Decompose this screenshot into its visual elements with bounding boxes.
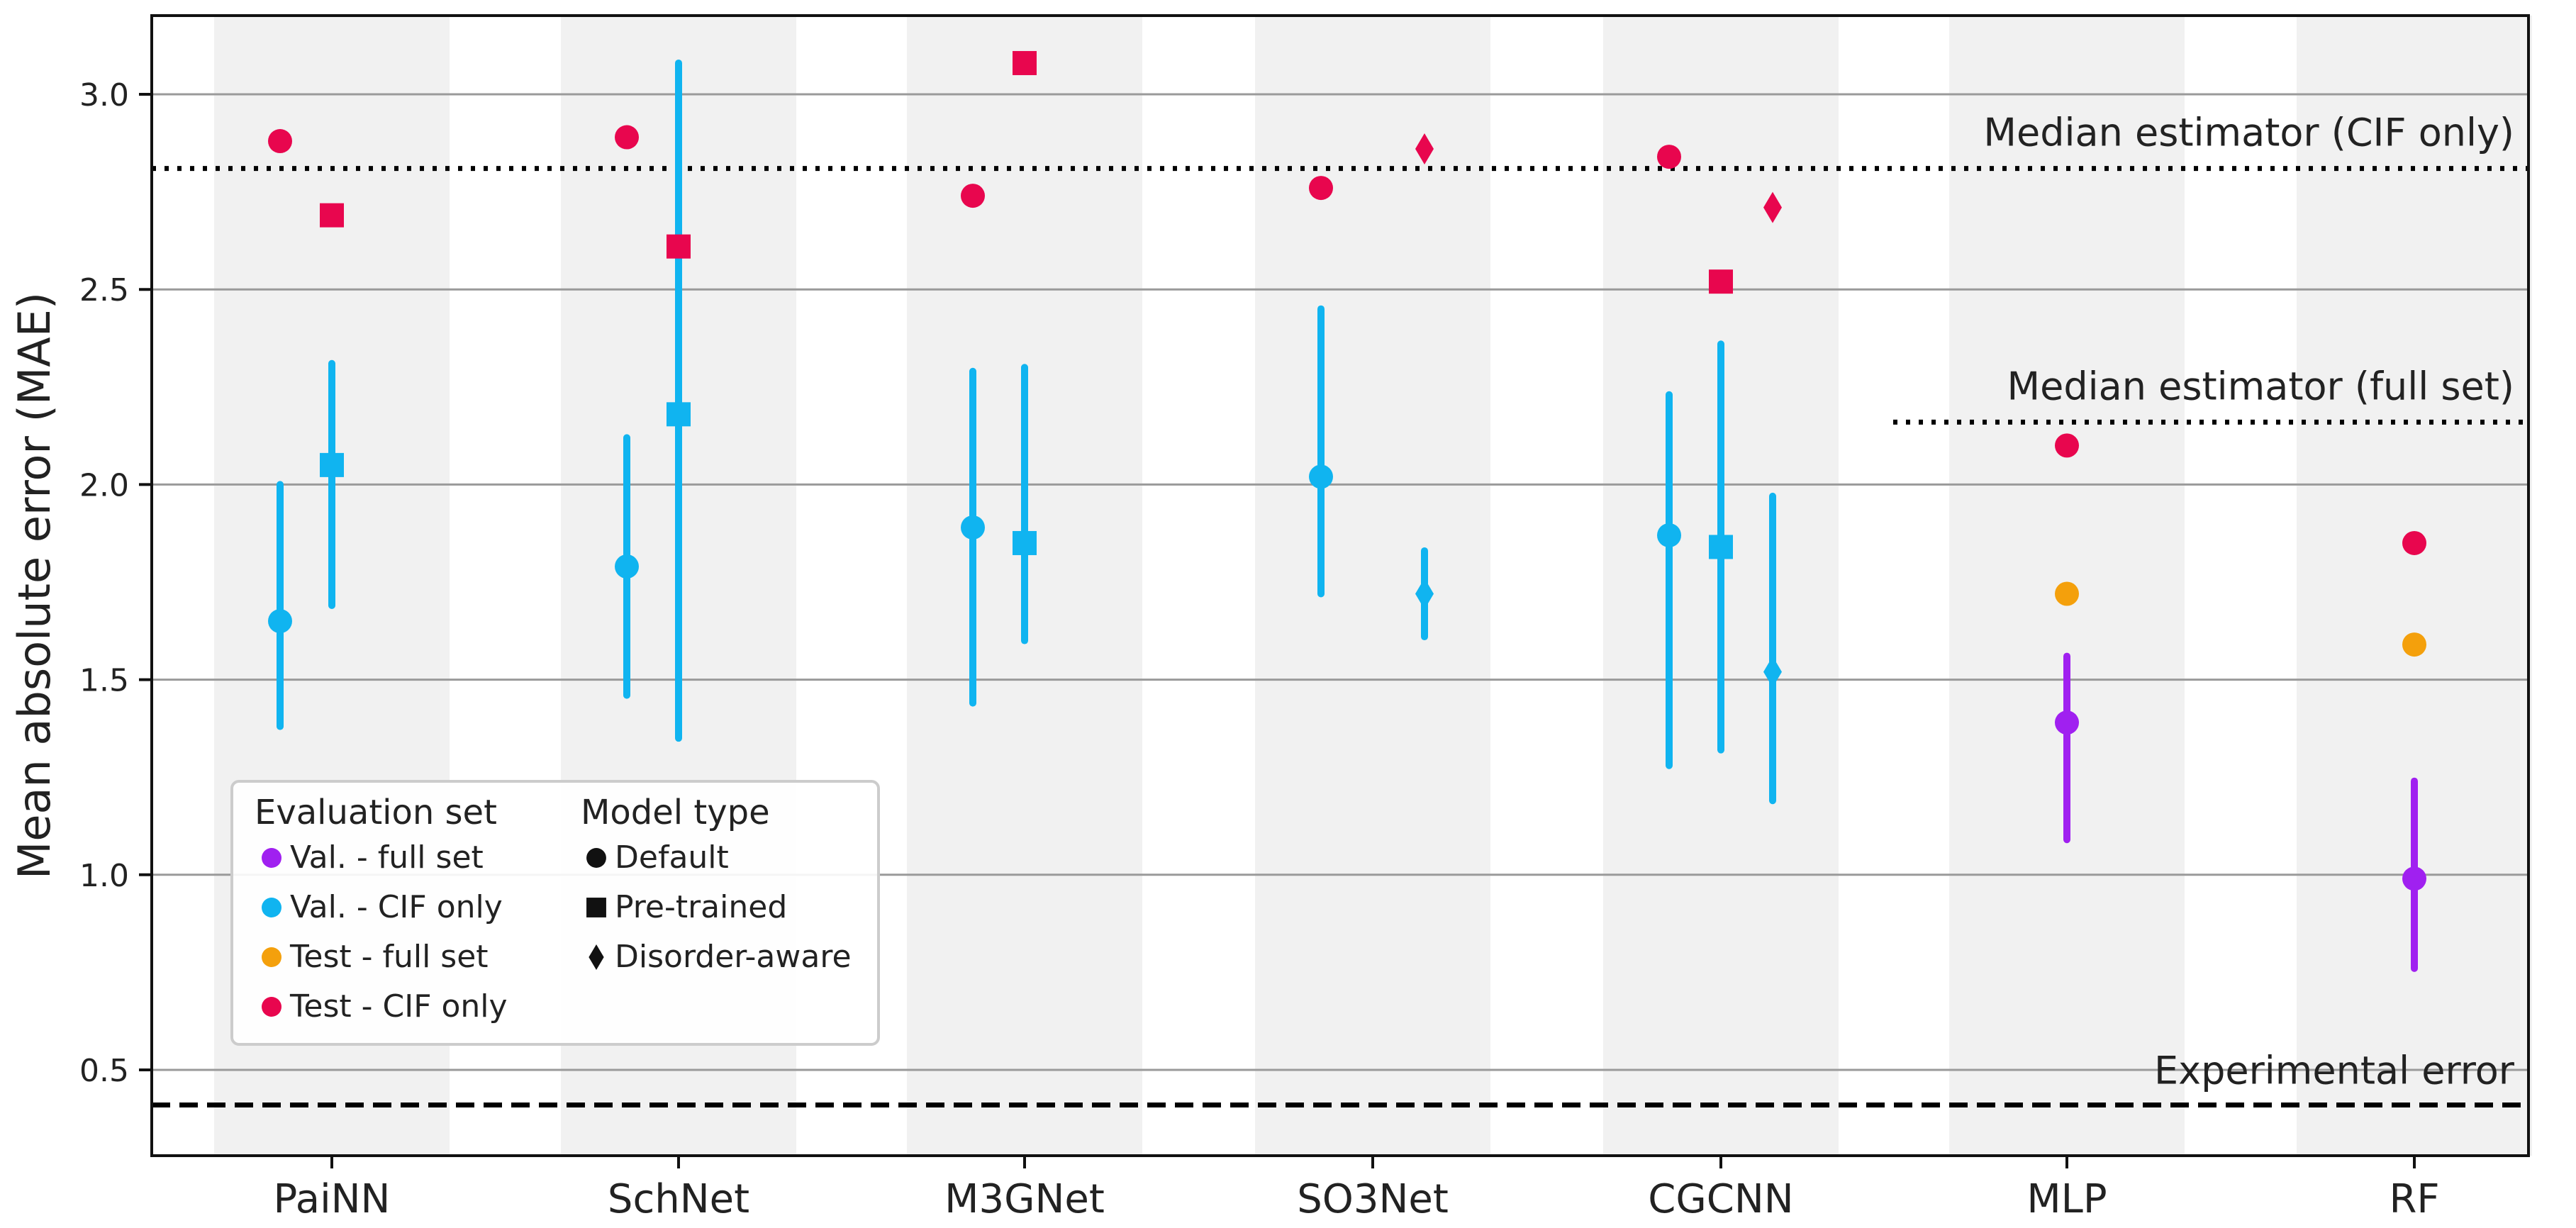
data-points [268, 50, 2426, 891]
legend-swatch-test-full-set [262, 947, 281, 967]
y-axis: 0.5 1.0 1.5 2.0 2.5 3.0 [79, 77, 152, 1089]
x-tick-label-painn: PaiNN [274, 1176, 391, 1222]
point-painn-pre-trained-val-cif-only [320, 452, 344, 477]
category-band-rf [2297, 16, 2532, 1156]
point-painn-pre-trained-test-cif-only [320, 203, 344, 228]
point-mlp-default-test-full-set [2055, 581, 2079, 606]
point-so3net-disorder-aware-val-cif-only [1415, 578, 1434, 610]
point-so3net-default-val-cif-only [1309, 464, 1333, 489]
point-m3gnet-pre-trained-test-cif-only [1013, 50, 1037, 75]
point-schnet-pre-trained-test-cif-only [667, 234, 691, 259]
legend-marker-disorder-aware [589, 944, 604, 971]
point-m3gnet-default-test-cif-only [961, 184, 985, 208]
point-m3gnet-default-val-cif-only [961, 515, 985, 540]
plot-frame [150, 14, 2530, 1157]
point-rf-default-val-full-set [2402, 866, 2426, 891]
y-tick-label: 1.0 [79, 858, 129, 894]
point-rf-default-test-full-set [2402, 632, 2426, 657]
y-tick-label: 0.5 [79, 1053, 129, 1089]
legend-title-model-type: Model type [581, 793, 770, 832]
legend-label-val-full-set: Val. - full set [290, 839, 484, 876]
point-cgcnn-disorder-aware-val-cif-only [1763, 656, 1782, 688]
x-tick-label-rf: RF [2389, 1176, 2439, 1222]
y-tick-label: 3.0 [79, 77, 129, 113]
point-painn-default-test-cif-only [268, 129, 292, 154]
grid-lines [152, 93, 2528, 1071]
legend-swatch-val-cif-only [262, 898, 281, 917]
point-cgcnn-pre-trained-val-cif-only [1709, 535, 1733, 559]
point-schnet-default-val-cif-only [615, 554, 639, 579]
reference-label-experimental-error: Experimental error [2154, 1049, 2515, 1093]
legend-box [230, 780, 880, 1046]
y-axis-label: Mean absolute error (MAE) [9, 292, 60, 879]
legend-label-default: Default [615, 839, 729, 876]
legend-label-pre-trained: Pre-trained [615, 889, 787, 925]
x-tick-label-m3gnet: M3GNet [944, 1176, 1105, 1222]
legend-label-val-cif-only: Val. - CIF only [290, 889, 503, 925]
point-cgcnn-default-val-cif-only [1657, 523, 1681, 547]
x-tick-label-cgcnn: CGCNN [1648, 1176, 1793, 1222]
reference-lines: Median estimator (CIF only) Median estima… [152, 111, 2528, 1108]
y-tick-label: 2.0 [79, 467, 129, 503]
reference-label-median-estimator-cif-only: Median estimator (CIF only) [1983, 111, 2514, 155]
point-schnet-pre-trained-val-cif-only [667, 402, 691, 427]
x-axis: PaiNN SchNet M3GNet SO3Net CGCNN MLP RF [274, 1156, 2440, 1222]
x-tick-label-schnet: SchNet [608, 1176, 749, 1222]
point-painn-default-val-cif-only [268, 609, 292, 634]
point-cgcnn-default-test-cif-only [1657, 145, 1681, 169]
point-m3gnet-pre-trained-val-cif-only [1013, 530, 1037, 555]
point-cgcnn-pre-trained-test-cif-only [1709, 269, 1733, 294]
point-so3net-disorder-aware-test-cif-only [1415, 133, 1434, 165]
category-band-so3net [1255, 16, 1490, 1156]
point-so3net-default-test-cif-only [1309, 176, 1333, 201]
legend-label-test-full-set: Test - full set [289, 939, 489, 975]
point-mlp-default-test-cif-only [2055, 433, 2079, 458]
legend-marker-pre-trained [586, 898, 606, 917]
x-tick-label-so3net: SO3Net [1297, 1176, 1449, 1222]
legend-label-disorder-aware: Disorder-aware [615, 939, 852, 975]
point-mlp-default-val-full-set [2055, 710, 2079, 735]
point-rf-default-test-cif-only [2402, 530, 2426, 555]
legend-swatch-val-full-set [262, 848, 281, 868]
point-cgcnn-disorder-aware-test-cif-only [1763, 191, 1782, 223]
legend-label-test-cif-only: Test - CIF only [289, 988, 508, 1025]
legend-swatch-test-cif-only [262, 997, 281, 1017]
y-tick-label: 1.5 [79, 663, 129, 699]
reference-label-median-estimator-full-set: Median estimator (full set) [2007, 364, 2514, 408]
legend-marker-default [586, 848, 606, 868]
x-tick-label-mlp: MLP [2026, 1176, 2107, 1222]
point-schnet-default-test-cif-only [615, 125, 639, 150]
y-tick-label: 2.5 [79, 272, 129, 308]
legend-title-evaluation-set: Evaluation set [255, 793, 497, 832]
legend: Evaluation set Model type Val. - full set V… [230, 780, 880, 1046]
